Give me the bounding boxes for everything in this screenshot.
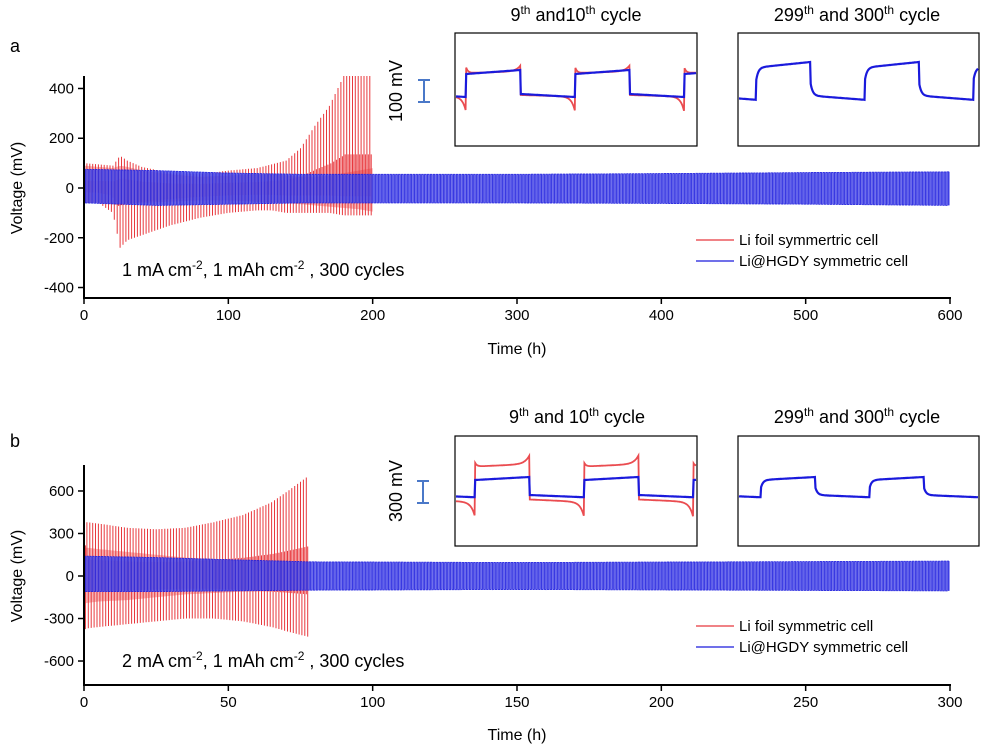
panel-b-inset2-title: 299th and 300th cycle <box>774 405 940 427</box>
panel-a-condition: 1 mA cm-2, 1 mAh cm-2 , 300 cycles <box>122 258 404 280</box>
panel-a-x-axis-title: Time (h) <box>488 341 547 358</box>
y-tick-label: 200 <box>49 130 74 147</box>
panel-label-a: a <box>10 36 21 56</box>
panel-b-y-axis-title: Voltage (mV) <box>9 530 26 622</box>
panel-a-inset2-plot <box>739 60 979 102</box>
x-tick-label: 200 <box>360 307 385 324</box>
panel-b-plot-area <box>83 474 950 637</box>
panel-a-legend: Li foil symmertric cell Li@HGDY symmetri… <box>696 232 908 270</box>
panel-a-y-axis-title: Voltage (mV) <box>9 142 26 234</box>
panel-b-condition: 2 mA cm-2, 1 mAh cm-2 , 300 cycles <box>122 649 404 671</box>
x-tick-label: 400 <box>649 307 674 324</box>
x-tick-label: 600 <box>937 307 962 324</box>
series-li-foil <box>83 76 372 248</box>
series-li-hgdy <box>83 168 950 206</box>
panel-a-inset2-frame <box>737 32 980 147</box>
series-li-hgdy <box>83 555 950 593</box>
panel-b-inset2-plot <box>738 475 978 499</box>
panel-a-scale-label: 100 mV <box>386 60 406 122</box>
panel-a-plot-area <box>83 76 950 248</box>
panel-b-inset1-title: 9th and 10th cycle <box>509 405 645 427</box>
panel-b-inset2-frame <box>737 435 980 547</box>
panel-b-scale-label: 300 mV <box>386 460 406 522</box>
y-tick-label: -600 <box>44 653 74 670</box>
panel-a-inset2-title: 299th and 300th cycle <box>774 3 940 25</box>
legend-label-li-hgdy: Li@HGDY symmetric cell <box>739 639 908 656</box>
x-tick-label: 0 <box>80 307 88 324</box>
x-tick-label: 300 <box>504 307 529 324</box>
panel-b-ticks: 0 50 100 150 200 250 300 -600 -300 0 300 600 <box>44 483 963 711</box>
x-tick-label: 150 <box>504 694 529 711</box>
y-tick-label: 0 <box>66 180 74 197</box>
x-tick-label: 200 <box>649 694 674 711</box>
inset-li-hgdy-curve <box>739 60 979 102</box>
x-tick-label: 0 <box>80 694 88 711</box>
legend-label-li-hgdy: Li@HGDY symmetric cell <box>739 253 908 270</box>
panel-b-legend: Li foil symmetric cell Li@HGDY symmetric… <box>696 618 908 656</box>
legend-label-li-foil: Li foil symmertric cell <box>739 232 878 249</box>
y-tick-label: -200 <box>44 230 74 247</box>
inset-li-hgdy-curve <box>738 475 978 499</box>
panel-a: 0 100 200 300 400 500 600 -400 -200 0 200 400 Time … <box>9 3 980 358</box>
panel-b-scale-bar <box>417 480 429 504</box>
y-tick-label: 400 <box>49 80 74 97</box>
y-tick-label: 300 <box>49 525 74 542</box>
legend-label-li-foil: Li foil symmetric cell <box>739 618 873 635</box>
y-tick-label: -300 <box>44 611 74 628</box>
x-tick-label: 300 <box>937 694 962 711</box>
panel-b-inset1-frame <box>454 435 698 547</box>
x-tick-label: 100 <box>216 307 241 324</box>
y-tick-label: 600 <box>49 483 74 500</box>
panel-a-scale-bar <box>418 79 430 103</box>
y-tick-label: -400 <box>44 280 74 297</box>
x-tick-label: 250 <box>793 694 818 711</box>
panel-b-inset1-plot <box>455 452 697 517</box>
panel-b: 0 50 100 150 200 250 300 -600 -300 0 300 600 Time (… <box>9 405 980 744</box>
panel-label-b: b <box>10 431 20 451</box>
x-tick-label: 100 <box>360 694 385 711</box>
panel-a-inset1-plot <box>455 63 697 112</box>
x-tick-label: 50 <box>220 694 237 711</box>
inset-li-hgdy-curve <box>456 68 697 99</box>
x-tick-label: 500 <box>793 307 818 324</box>
inset-li-foil-curve <box>455 452 697 517</box>
panel-a-inset1-title: 9th and10th cycle <box>510 3 641 25</box>
panel-b-x-axis-title: Time (h) <box>488 727 547 744</box>
y-tick-label: 0 <box>66 568 74 585</box>
panel-a-ticks: 0 100 200 300 400 500 600 -400 -200 0 200 400 <box>44 80 963 324</box>
inset-li-hgdy-curve <box>456 475 697 499</box>
